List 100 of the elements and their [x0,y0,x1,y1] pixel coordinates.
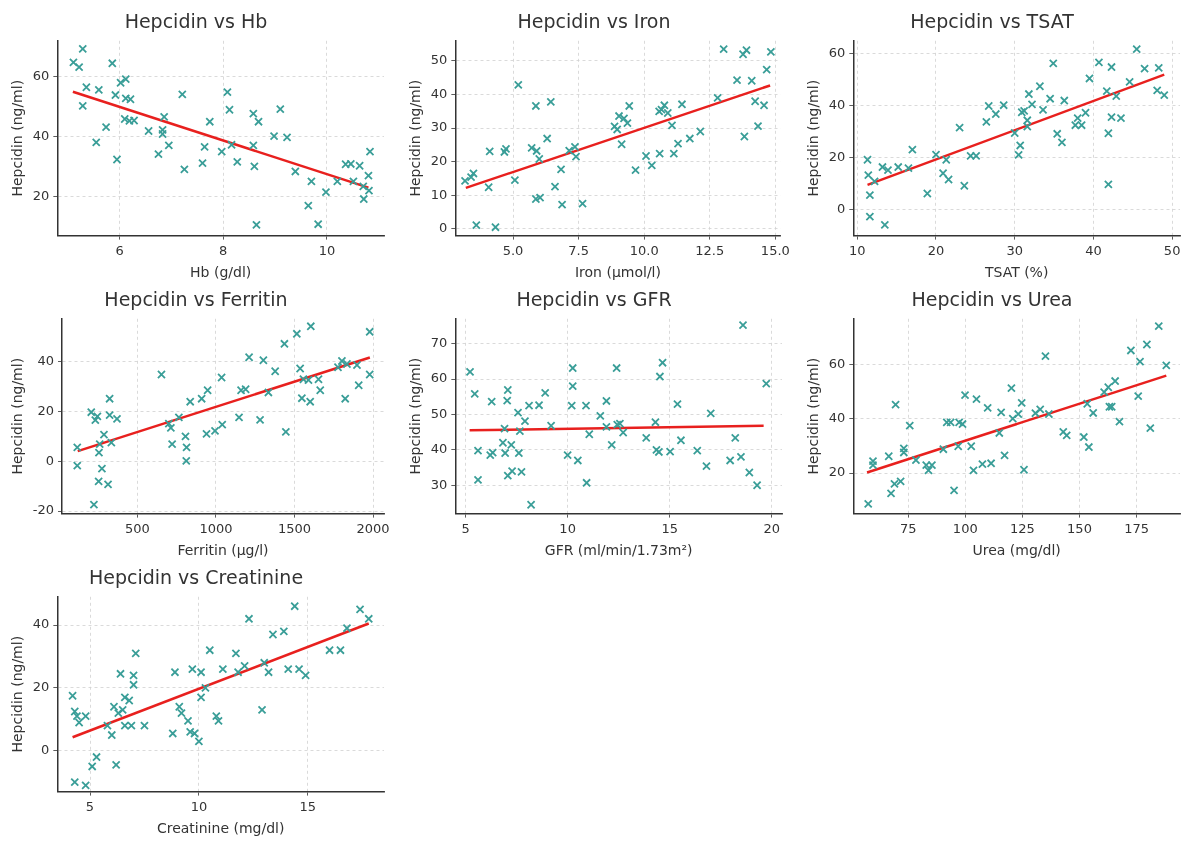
point [1035,81,1045,91]
point [617,139,627,149]
x-tick-label: 100 [952,520,978,536]
y-axis-title: Hepcidin (ng/ml) [407,357,424,475]
point [531,101,541,111]
point [1045,94,1055,104]
x-tick-label: 7.5 [568,242,589,258]
point [931,150,941,159]
x-axis-title: GFR (ml/min/1.73m²) [544,542,693,559]
point [90,415,100,425]
point [1058,427,1068,437]
point [742,45,751,55]
x-tick-label: 5 [461,520,470,536]
x-axis-title: TSAT (%) [983,264,1049,281]
y-tick-label: 20 [32,188,50,204]
point [270,366,280,376]
point [1008,414,1018,424]
point [601,396,611,406]
point [473,475,483,485]
point [240,661,250,671]
point [983,403,993,413]
point [1154,321,1164,331]
point [1024,89,1034,99]
point [1017,398,1027,408]
point [342,359,352,369]
y-tick-label: 60 [430,370,448,386]
point [1102,86,1112,96]
point [194,736,204,746]
point [624,101,634,111]
point [655,372,665,381]
point [567,401,577,411]
x-tick-label: 150 [1067,520,1092,536]
point [1084,442,1094,452]
point [884,451,894,461]
point [738,320,748,330]
point [958,419,967,429]
point [677,99,687,109]
chart-title: Hepcidin vs Hb [124,10,268,33]
point [297,393,307,403]
point [540,388,550,398]
point [896,476,906,486]
point [676,435,686,445]
x-axis-title: Creatinine (mg/dl) [156,820,285,837]
point [89,500,99,510]
x-tick-label: 20 [763,520,781,536]
point [557,200,567,210]
point [258,355,268,365]
point [1140,64,1150,74]
point [74,62,84,72]
point [911,455,921,465]
point [526,500,536,510]
point [120,114,130,124]
point [337,356,347,366]
point [68,57,78,67]
point [1082,399,1092,409]
point [752,480,762,490]
y-tick-label: 0 [45,452,55,468]
point [1142,340,1152,349]
point [1110,376,1120,386]
point [1145,423,1155,433]
point [190,729,199,738]
point [747,76,757,86]
point [655,149,665,159]
point [907,145,917,155]
point [510,175,520,185]
point [1099,387,1109,397]
point [1107,62,1116,72]
point [766,47,776,57]
point [154,149,163,159]
point [744,468,754,477]
point [105,410,115,420]
point [719,44,729,54]
point [702,461,711,471]
point [222,87,232,97]
point [164,419,174,429]
point [503,471,513,481]
point [121,93,131,103]
point [977,459,987,469]
point [197,394,207,404]
point [460,176,470,186]
point [966,151,976,161]
point [955,123,965,132]
point [106,438,116,448]
point [1103,128,1113,138]
point [1125,77,1135,87]
point [232,157,242,167]
point [584,429,594,439]
point [969,465,978,475]
point [622,118,632,128]
point [1052,129,1062,139]
point [471,220,481,230]
point [354,380,364,390]
point [695,127,705,136]
point [960,390,970,400]
x-tick-label: 75 [899,520,917,536]
point [203,385,213,395]
x-tick-label: 10 [849,242,866,258]
point [166,423,176,433]
point [761,379,771,389]
point [972,394,981,404]
